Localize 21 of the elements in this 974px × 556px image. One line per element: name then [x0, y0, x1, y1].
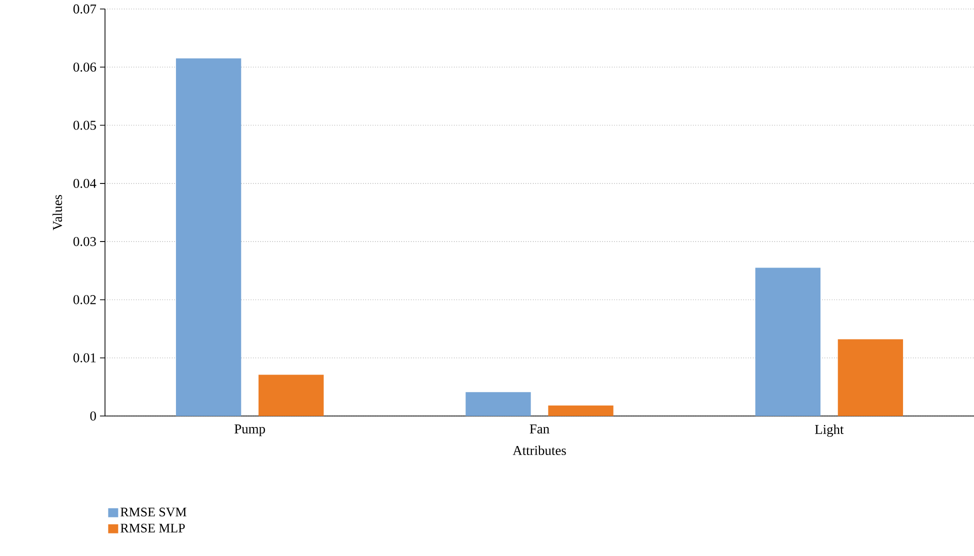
y-tick-label: 0.01 — [73, 353, 96, 362]
y-tick-label: 0.03 — [73, 236, 96, 246]
bar — [466, 392, 531, 416]
y-tick-label: 0 — [90, 411, 96, 421]
y-tick-label: 0.05 — [73, 120, 96, 130]
bar — [258, 374, 324, 416]
y-tick-label: 0.06 — [73, 62, 96, 72]
y-tick-label: 0.02 — [73, 295, 96, 304]
legend-label: RMSE SVM — [120, 508, 186, 516]
x-tick-label: Light — [814, 424, 844, 437]
x-tick-label: Fan — [530, 424, 550, 434]
legend-label: RMSE MLP — [120, 524, 185, 532]
y-axis-title: Values — [52, 195, 62, 230]
x-tick-label: Pump — [234, 424, 266, 436]
bar — [755, 268, 820, 416]
y-tick-label: 0.07 — [73, 4, 96, 14]
bar — [176, 58, 242, 416]
bar — [838, 339, 904, 416]
x-axis-title: Attributes — [512, 446, 566, 456]
bar — [548, 406, 614, 416]
y-tick-label: 0.04 — [73, 178, 96, 188]
